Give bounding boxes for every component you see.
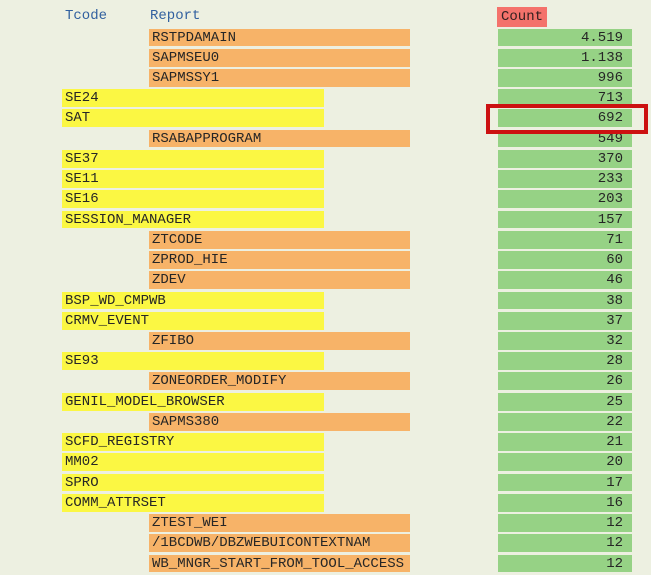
tcode-cell[interactable]: COMM_ATTRSET — [62, 493, 324, 512]
tcode-cell[interactable]: SE37 — [62, 149, 324, 168]
count-cell[interactable]: 38 — [498, 291, 632, 310]
table-row: MM02 20 — [0, 453, 651, 473]
tcode-cell[interactable]: GENIL_MODEL_BROWSER — [62, 392, 324, 411]
count-cell[interactable]: 157 — [498, 210, 632, 229]
table-row: ZTCODE 71 — [0, 230, 651, 251]
count-cell[interactable]: 996 — [498, 68, 632, 87]
column-header-count[interactable]: Count — [497, 7, 548, 27]
table-row: SE16 203 — [0, 190, 651, 210]
count-cell[interactable]: 12 — [498, 534, 632, 553]
table-row: BSP_WD_CMPWB 38 — [0, 291, 651, 312]
count-cell[interactable]: 233 — [498, 170, 632, 188]
table-row: SPRO 17 — [0, 473, 651, 494]
report-cell[interactable]: SAPMSEU0 — [149, 48, 410, 67]
count-cell[interactable]: 12 — [498, 554, 632, 573]
count-cell[interactable]: 203 — [498, 190, 632, 209]
tcode-cell[interactable]: MM02 — [62, 453, 324, 472]
table-row: CRMV_EVENT 37 — [0, 311, 651, 332]
count-cell[interactable]: 46 — [498, 271, 632, 290]
table-body: RSTPDAMAIN 4.519 SAPMSEU0 1.138 SAPMSSY1 996 S… — [0, 28, 651, 575]
count-cell[interactable]: 71 — [498, 230, 632, 249]
table-row: SE93 28 — [0, 352, 651, 372]
count-cell[interactable]: 32 — [498, 332, 632, 350]
column-header-report[interactable]: Report — [150, 8, 201, 24]
count-cell[interactable]: 60 — [498, 251, 632, 269]
count-cell[interactable]: 37 — [498, 311, 632, 330]
table-row: RSTPDAMAIN 4.519 — [0, 28, 651, 49]
table-row: SCFD_REGISTRY 21 — [0, 433, 651, 453]
table-row: /1BCDWB/DBZWEBUICONTEXTNAM 12 — [0, 534, 651, 554]
count-cell[interactable]: 12 — [498, 514, 632, 532]
tcode-cell[interactable]: SE11 — [62, 170, 324, 188]
tcode-cell[interactable]: SESSION_MANAGER — [62, 210, 324, 229]
count-cell[interactable]: 4.519 — [498, 28, 632, 47]
tcode-cell[interactable]: CRMV_EVENT — [62, 311, 324, 330]
tcode-cell[interactable]: BSP_WD_CMPWB — [62, 291, 324, 310]
tcode-cell[interactable]: SE24 — [62, 89, 324, 107]
report-cell[interactable]: ZDEV — [149, 271, 410, 290]
count-cell[interactable]: 25 — [498, 392, 632, 411]
tcode-cell[interactable]: SE93 — [62, 352, 324, 371]
table-row: SE11 233 — [0, 170, 651, 190]
table-row: SAPMSSY1 996 — [0, 68, 651, 89]
column-header-tcode[interactable]: Tcode — [65, 8, 108, 24]
count-cell[interactable]: 26 — [498, 372, 632, 391]
report-cell[interactable]: ZPROD_HIE — [149, 251, 410, 269]
count-cell[interactable]: 713 — [498, 89, 632, 107]
tcode-cell[interactable]: SAT — [62, 109, 324, 128]
report-cell[interactable]: ZTCODE — [149, 230, 410, 249]
report-cell[interactable]: RSTPDAMAIN — [149, 28, 410, 47]
table-row: SE24 713 — [0, 89, 651, 109]
count-cell[interactable]: 370 — [498, 149, 632, 168]
count-cell[interactable]: 692 — [498, 109, 632, 128]
table-row: WB_MNGR_START_FROM_TOOL_ACCESS 12 — [0, 554, 651, 575]
report-cell[interactable]: /1BCDWB/DBZWEBUICONTEXTNAM — [149, 534, 410, 553]
table-row: ZTEST_WEI 12 — [0, 514, 651, 534]
table-row: COMM_ATTRSET 16 — [0, 493, 651, 514]
table-row: RSABAPPROGRAM 549 — [0, 129, 651, 150]
count-cell[interactable]: 17 — [498, 473, 632, 492]
tcode-cell[interactable]: SE16 — [62, 190, 324, 209]
count-cell[interactable]: 20 — [498, 453, 632, 472]
tcode-cell[interactable]: SPRO — [62, 473, 324, 492]
table-row: ZDEV 46 — [0, 271, 651, 291]
table-row: SAT 692 — [0, 109, 651, 129]
count-cell[interactable]: 1.138 — [498, 48, 632, 67]
table-row: ZFIBO 32 — [0, 332, 651, 352]
table-row: GENIL_MODEL_BROWSER 25 — [0, 392, 651, 413]
report-cell[interactable]: RSABAPPROGRAM — [149, 129, 410, 148]
count-cell[interactable]: 28 — [498, 352, 632, 371]
report-cell[interactable]: ZTEST_WEI — [149, 514, 410, 532]
table-row: ZONEORDER_MODIFY 26 — [0, 372, 651, 392]
table-row: SESSION_MANAGER 157 — [0, 210, 651, 231]
report-cell[interactable]: SAPMS380 — [149, 412, 410, 431]
table-row: SAPMS380 22 — [0, 412, 651, 433]
count-cell[interactable]: 549 — [498, 129, 632, 148]
count-cell[interactable]: 21 — [498, 433, 632, 451]
report-cell[interactable]: ZONEORDER_MODIFY — [149, 372, 410, 391]
report-cell[interactable]: WB_MNGR_START_FROM_TOOL_ACCESS — [149, 554, 410, 573]
table-row: SAPMSEU0 1.138 — [0, 48, 651, 69]
count-cell[interactable]: 16 — [498, 493, 632, 512]
table-row: SE37 370 — [0, 149, 651, 170]
tcode-cell[interactable]: SCFD_REGISTRY — [62, 433, 324, 451]
count-cell[interactable]: 22 — [498, 412, 632, 431]
table-row: ZPROD_HIE 60 — [0, 251, 651, 271]
report-cell[interactable]: ZFIBO — [149, 332, 410, 350]
report-cell[interactable]: SAPMSSY1 — [149, 68, 410, 87]
